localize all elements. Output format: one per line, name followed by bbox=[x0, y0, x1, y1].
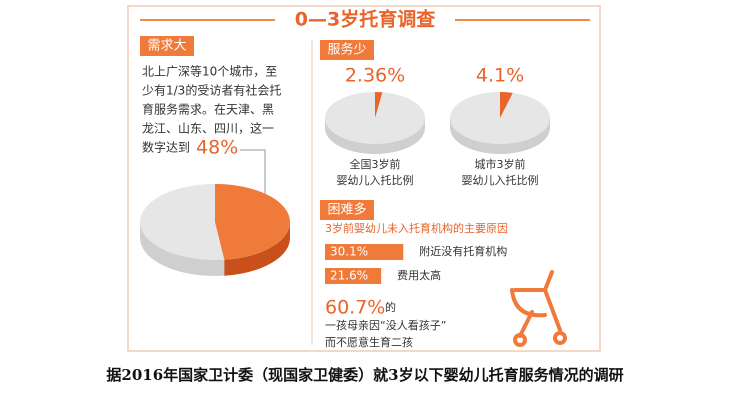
highlight-text: 而不愿意生育二孩 bbox=[325, 335, 413, 349]
subtitle: 3岁前婴幼儿未入托育机构的主要原因 bbox=[325, 221, 508, 235]
bar-value-label: 21.6% bbox=[330, 269, 368, 283]
stroller-icon bbox=[510, 270, 567, 347]
highlight-text: 的 bbox=[385, 300, 396, 314]
section-label: 困难多 bbox=[327, 202, 366, 218]
pie-caption: 城市3岁前 bbox=[475, 157, 526, 171]
body-text: 育服务需求。在天津、黑 bbox=[142, 102, 274, 117]
body-text: 少有1/3的受访者有社会托 bbox=[142, 83, 281, 98]
body-text: 龙江、山东、四川，这一 bbox=[142, 121, 274, 136]
pie-caption: 婴幼儿入托比例 bbox=[337, 173, 414, 187]
section-label-bg bbox=[140, 36, 194, 56]
footer: 据2016年国家卫计委（现国家卫健委）就3岁以下婴幼儿托育服务情况的调研 bbox=[106, 366, 623, 384]
bar bbox=[325, 244, 404, 260]
body-text: 数字达到 bbox=[142, 140, 190, 155]
bar bbox=[325, 268, 382, 284]
stroller-handle bbox=[543, 270, 554, 292]
bar-value-label: 30.1% bbox=[330, 245, 368, 259]
highlight-value: 48% bbox=[196, 137, 238, 159]
pie-slice-side bbox=[224, 222, 290, 276]
pie-slice bbox=[215, 184, 290, 260]
stroller-wheel bbox=[513, 333, 527, 347]
pie-caption: 婴幼儿入托比例 bbox=[462, 173, 539, 187]
bar-reason: 费用太高 bbox=[397, 268, 441, 282]
pie-value-label: 2.36% bbox=[345, 65, 405, 87]
pie-value-label: 4.1% bbox=[476, 65, 524, 87]
bar-reason: 附近没有托育机构 bbox=[419, 244, 507, 258]
pie-slice bbox=[375, 92, 383, 118]
stroller-wheel bbox=[553, 331, 567, 345]
stroller-leg bbox=[518, 310, 534, 338]
leader-line bbox=[240, 149, 266, 215]
pie-caption: 全国3岁前 bbox=[350, 157, 401, 171]
pie-slice bbox=[500, 92, 513, 118]
section-label-bg bbox=[320, 40, 374, 60]
section-label: 需求大 bbox=[147, 39, 186, 54]
highlight-value: 60.7% bbox=[325, 297, 385, 319]
section-label: 服务少 bbox=[327, 42, 366, 58]
section-label-bg bbox=[320, 200, 374, 220]
body-text: 北上广深等10个城市，至 bbox=[142, 64, 277, 79]
stroller-seat bbox=[510, 288, 547, 318]
card bbox=[127, 5, 601, 352]
highlight-text: 一孩母亲因“没人看孩子” bbox=[325, 318, 446, 332]
title: 0—3岁托育调查 bbox=[295, 8, 436, 31]
